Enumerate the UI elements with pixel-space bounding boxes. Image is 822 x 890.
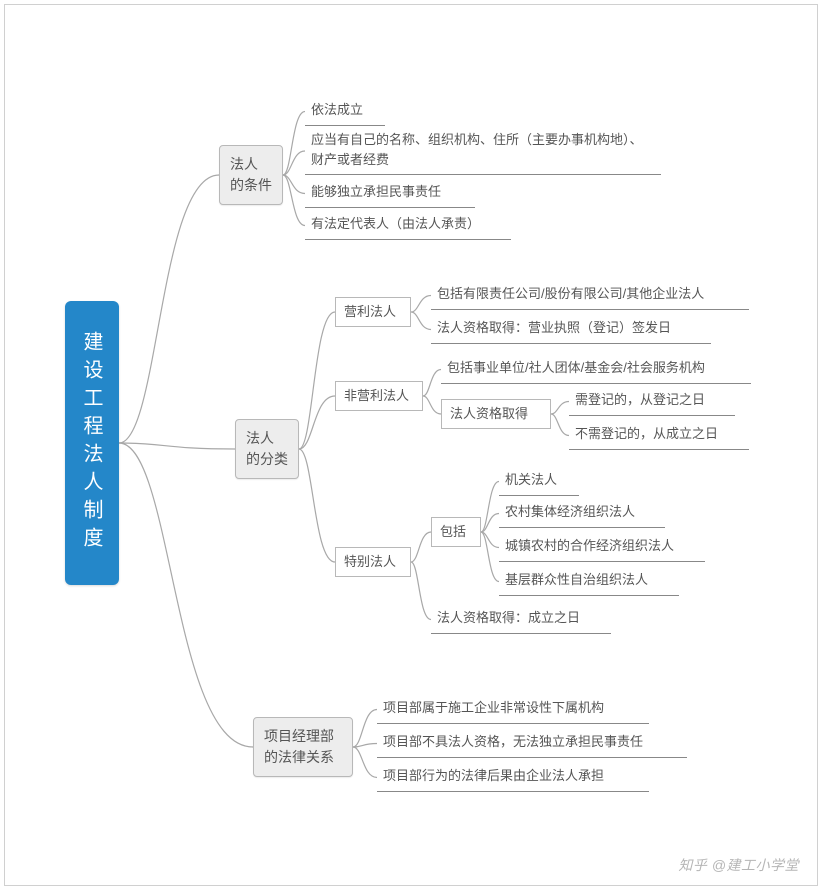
category-1-sub-1-sub-0-leaf-0: 需登记的，从登记之日	[569, 387, 735, 416]
category-0-leaf-1: 应当有自己的名称、组织机构、住所（主要办事机构地）、财产或者经费	[305, 127, 661, 175]
category-1-sub-2-sub-0-leaf-1: 农村集体经济组织法人	[499, 499, 665, 528]
watermark-text: 知乎 @建工小学堂	[678, 855, 799, 875]
category-1-sub-1: 非营利法人	[335, 381, 423, 411]
category-2-leaf-2: 项目部行为的法律后果由企业法人承担	[377, 763, 649, 792]
category-0: 法人的条件	[219, 145, 283, 205]
category-1-sub-0: 营利法人	[335, 297, 411, 327]
category-0-leaf-3: 有法定代表人（由法人承责）	[305, 211, 511, 240]
category-1-sub-1-sub-0: 法人资格取得	[441, 399, 551, 429]
category-1-sub-2-sub-0: 包括	[431, 517, 481, 547]
category-1-sub-0-leaf-0: 包括有限责任公司/股份有限公司/其他企业法人	[431, 281, 749, 310]
category-1-sub-2: 特别法人	[335, 547, 411, 577]
category-0-leaf-0: 依法成立	[305, 97, 385, 126]
category-1-sub-2-sub-0-leaf-2: 城镇农村的合作经济组织法人	[499, 533, 705, 562]
category-1: 法人的分类	[235, 419, 299, 479]
category-2: 项目经理部的法律关系	[253, 717, 353, 777]
category-1-sub-2-leaf-0: 法人资格取得：成立之日	[431, 605, 611, 634]
category-0-leaf-2: 能够独立承担民事责任	[305, 179, 475, 208]
root-node: 建设工程法人制度	[65, 301, 119, 585]
category-1-sub-1-sub-0-leaf-1: 不需登记的，从成立之日	[569, 421, 749, 450]
category-1-sub-0-leaf-1: 法人资格取得：营业执照（登记）签发日	[431, 315, 711, 344]
category-1-sub-2-sub-0-leaf-0: 机关法人	[499, 467, 579, 496]
diagram-canvas: 建设工程法人制度 法人的条件依法成立应当有自己的名称、组织机构、住所（主要办事机构…	[4, 4, 818, 886]
category-2-leaf-1: 项目部不具法人资格，无法独立承担民事责任	[377, 729, 687, 758]
category-1-sub-2-sub-0-leaf-3: 基层群众性自治组织法人	[499, 567, 679, 596]
category-2-leaf-0: 项目部属于施工企业非常设性下属机构	[377, 695, 649, 724]
category-1-sub-1-leaf-0: 包括事业单位/社人团体/基金会/社会服务机构	[441, 355, 751, 384]
